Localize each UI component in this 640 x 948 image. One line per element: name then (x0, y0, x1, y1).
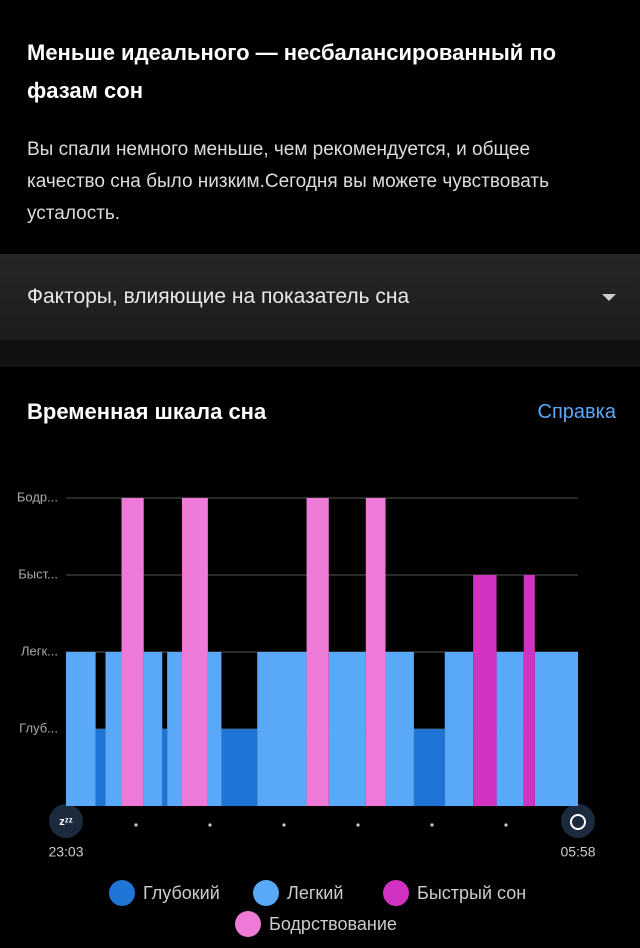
stage-bar (95, 729, 106, 806)
help-link[interactable]: Справка (537, 401, 616, 423)
stage-bar (143, 652, 163, 806)
stage-bar (66, 652, 96, 806)
stage-bar (121, 498, 144, 806)
stage-bar (444, 652, 474, 806)
stage-bar (162, 729, 168, 806)
separator (0, 340, 640, 367)
stage-bar (221, 729, 258, 806)
stage-bar (534, 652, 578, 806)
stage-bar (496, 652, 524, 806)
legend-swatch (253, 880, 279, 906)
legend-swatch (235, 911, 261, 937)
legend-label: Бодрствование (269, 914, 397, 934)
legend-label: Быстрый сон (417, 883, 526, 903)
legend-label: Легкий (287, 883, 343, 903)
alarm-clock (570, 814, 586, 830)
stage-bar (306, 498, 329, 806)
stage-bar (167, 652, 182, 806)
stage-bar (473, 575, 497, 806)
y-label: Глуб... (19, 720, 58, 735)
legend-swatch (383, 880, 409, 906)
legend-swatch (109, 880, 135, 906)
stage-bar (257, 652, 307, 806)
y-label: Быст... (18, 566, 58, 581)
stage-bar (413, 729, 445, 806)
chart: zᶻᶻ Глуб... Легк... Быст... Бодр... 23:03 05:… (17, 489, 596, 937)
title: Меньше идеального — несбалансированный п… (27, 40, 557, 103)
stage-bar (105, 652, 122, 806)
x-label: 23:03 (48, 844, 83, 860)
factors-row[interactable]: Факторы, влияющие на показатель сна (0, 254, 640, 340)
zzz-icon: zᶻᶻ (59, 816, 72, 828)
stage-bar (523, 575, 535, 806)
section-title: Временная шкала сна (27, 399, 267, 424)
y-label: Бодр... (17, 489, 58, 504)
stage-bar (207, 652, 222, 806)
description: Вы спали немного меньше, чем рекомендует… (27, 139, 549, 224)
stage-bar (365, 498, 386, 806)
y-label: Легк... (21, 643, 58, 658)
dots (134, 823, 508, 827)
factors-label: Факторы, влияющие на показатель сна (27, 285, 410, 308)
stage-bar (328, 652, 366, 806)
sleep-icon (49, 804, 83, 838)
stage-bar (385, 652, 414, 806)
dropdown-arrow (602, 294, 616, 301)
x-label: 05:58 (560, 844, 595, 860)
stage-bar (181, 498, 208, 806)
alarm-icon (561, 804, 595, 838)
legend-label: Глубокий (143, 883, 220, 903)
